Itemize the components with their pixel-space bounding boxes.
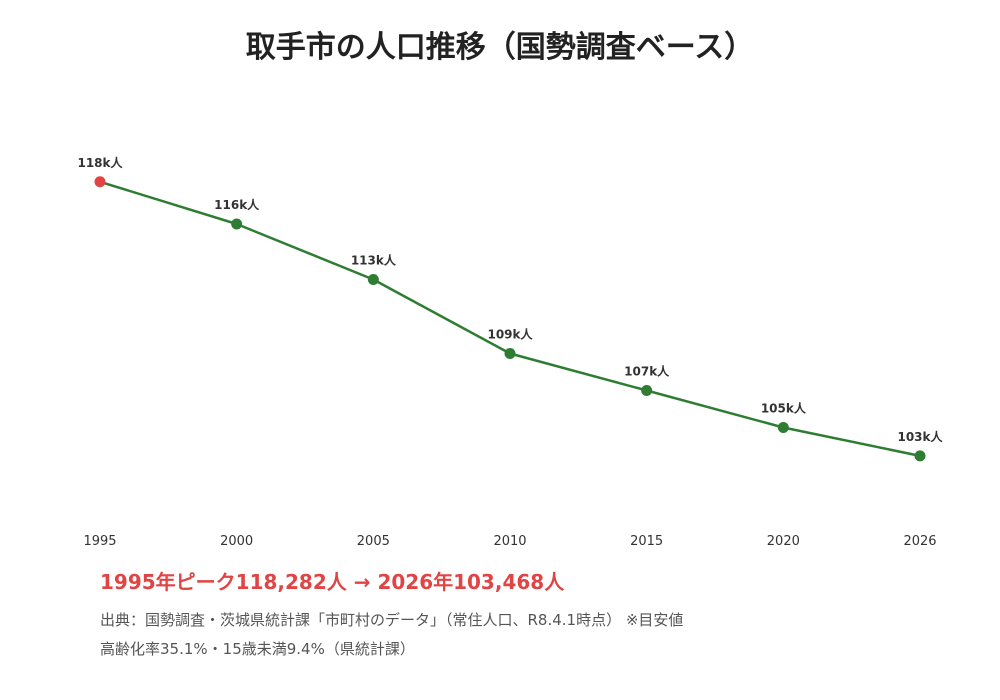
data-point-2026	[914, 450, 926, 462]
summary-text: 1995年ピーク118,282人 → 2026年103,468人	[100, 570, 565, 594]
data-label-2005: 113k人	[351, 253, 397, 268]
data-label-2010: 109k人	[487, 327, 533, 342]
aging-note: 高齢化率35.1%・15歳未満9.4%（県統計課）	[100, 640, 415, 658]
x-axis-ticks: 1995 2000 2005 2010 2015 2020 2026	[83, 534, 936, 549]
data-point-2015	[641, 385, 653, 396]
source-note: 出典：国勢調査・茨城県統計課「市町村のデータ」（常住人口、R8.4.1時点） ※…	[100, 611, 684, 629]
data-label-2020: 105k人	[761, 401, 807, 416]
chart-title: 取手市の人口推移（国勢調査ベース）	[245, 30, 755, 65]
x-tick-2015: 2015	[630, 534, 663, 549]
data-point-2000	[231, 218, 243, 230]
x-tick-2010: 2010	[493, 534, 526, 549]
x-tick-2000: 2000	[220, 534, 253, 549]
data-point-1995	[94, 176, 106, 188]
data-points: 118k人 116k人 113k人 109k人 107k人 105k人 103k人	[77, 155, 944, 462]
x-tick-1995: 1995	[83, 534, 116, 549]
x-tick-2026: 2026	[903, 534, 936, 549]
data-point-2005	[367, 274, 379, 285]
line-chart: 118k人 116k人 113k人 109k人 107k人 105k人 103k人 1995…	[77, 155, 944, 549]
data-label-2015: 107k人	[624, 364, 670, 379]
data-label-2000: 116k人	[214, 197, 260, 212]
data-point-2010	[504, 348, 516, 359]
data-label-1995: 118k人	[77, 155, 123, 170]
x-tick-2020: 2020	[767, 534, 800, 549]
data-label-2026: 103k人	[897, 429, 943, 444]
data-point-2020	[777, 422, 789, 433]
x-tick-2005: 2005	[357, 534, 390, 549]
